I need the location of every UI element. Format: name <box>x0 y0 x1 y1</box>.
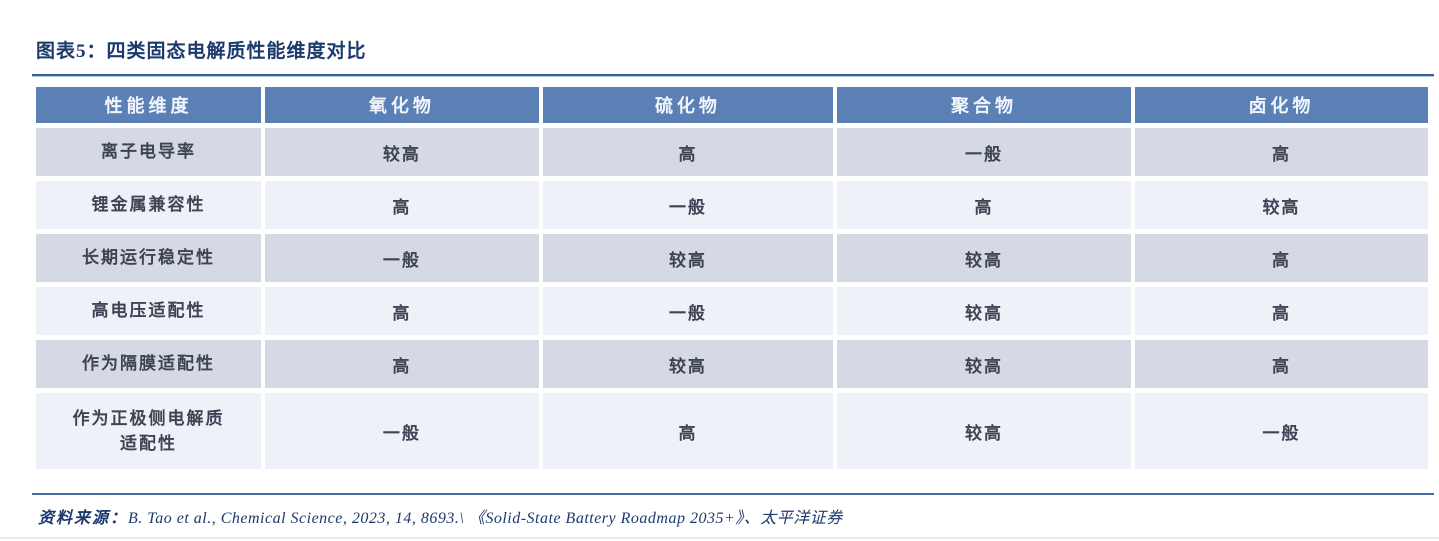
column-header-oxide: 氧化物 <box>264 87 539 123</box>
row-label: 长期运行稳定性 <box>36 234 261 282</box>
row-label: 离子电导率 <box>36 128 261 176</box>
table-cell: 较高 <box>542 234 834 282</box>
table-cell: 高 <box>837 181 1131 229</box>
table-cell: 一般 <box>542 287 834 335</box>
table-row: 作为正极侧电解质适配性 一般 高 较高 一般 <box>36 393 1428 469</box>
table-cell: 一般 <box>837 128 1131 176</box>
table-cell: 较高 <box>542 340 834 388</box>
page-bottom-edge <box>0 537 1439 539</box>
table-row: 离子电导率 较高 高 一般 高 <box>36 128 1428 176</box>
table-cell: 较高 <box>837 234 1131 282</box>
table-cell: 高 <box>1134 287 1428 335</box>
row-label: 高电压适配性 <box>36 287 261 335</box>
table-cell: 高 <box>542 128 834 176</box>
source-label: 资料来源： <box>38 510 129 527</box>
column-header-halide: 卤化物 <box>1134 87 1428 123</box>
title-divider <box>32 74 1434 77</box>
table-cell: 较高 <box>837 340 1131 388</box>
column-header-polymer: 聚合物 <box>837 87 1131 123</box>
table-cell: 高 <box>542 393 834 469</box>
footer-divider <box>32 493 1434 495</box>
electrolyte-comparison-table: 性能维度 氧化物 硫化物 聚合物 卤化物 离子电导率 较高 高 一般 高 锂金属… <box>32 82 1432 474</box>
table-cell: 高 <box>1134 128 1428 176</box>
table-cell: 高 <box>264 340 539 388</box>
figure-label: 图表5： <box>36 41 107 62</box>
table-cell: 较高 <box>837 393 1131 469</box>
table-cell: 高 <box>264 181 539 229</box>
row-label: 锂金属兼容性 <box>36 181 261 229</box>
table-cell: 高 <box>264 287 539 335</box>
table-cell: 一般 <box>1134 393 1428 469</box>
table-cell: 高 <box>1134 234 1428 282</box>
source-line: 资料来源：B. Tao et al., Chemical Science, 20… <box>38 504 1439 528</box>
table-cell: 一般 <box>264 234 539 282</box>
table-cell: 较高 <box>264 128 539 176</box>
source-text: B. Tao et al., Chemical Science, 2023, 1… <box>128 510 843 527</box>
table-row: 长期运行稳定性 一般 较高 较高 高 <box>36 234 1428 282</box>
table-row: 作为隔膜适配性 高 较高 较高 高 <box>36 340 1428 388</box>
table-cell: 一般 <box>542 181 834 229</box>
table-row: 高电压适配性 高 一般 较高 高 <box>36 287 1428 335</box>
table-header-row: 性能维度 氧化物 硫化物 聚合物 卤化物 <box>36 87 1428 123</box>
table-cell: 较高 <box>1134 181 1428 229</box>
table-row: 锂金属兼容性 高 一般 高 较高 <box>36 181 1428 229</box>
figure-title: 四类固态电解质性能维度对比 <box>106 41 367 62</box>
row-label: 作为正极侧电解质适配性 <box>36 393 261 469</box>
row-label: 作为隔膜适配性 <box>36 340 261 388</box>
table-cell: 高 <box>1134 340 1428 388</box>
figure-header: 图表5：四类固态电解质性能维度对比 <box>36 36 1439 63</box>
table-cell: 一般 <box>264 393 539 469</box>
column-header-sulfide: 硫化物 <box>542 87 834 123</box>
column-header-dimension: 性能维度 <box>36 87 261 123</box>
table-cell: 较高 <box>837 287 1131 335</box>
